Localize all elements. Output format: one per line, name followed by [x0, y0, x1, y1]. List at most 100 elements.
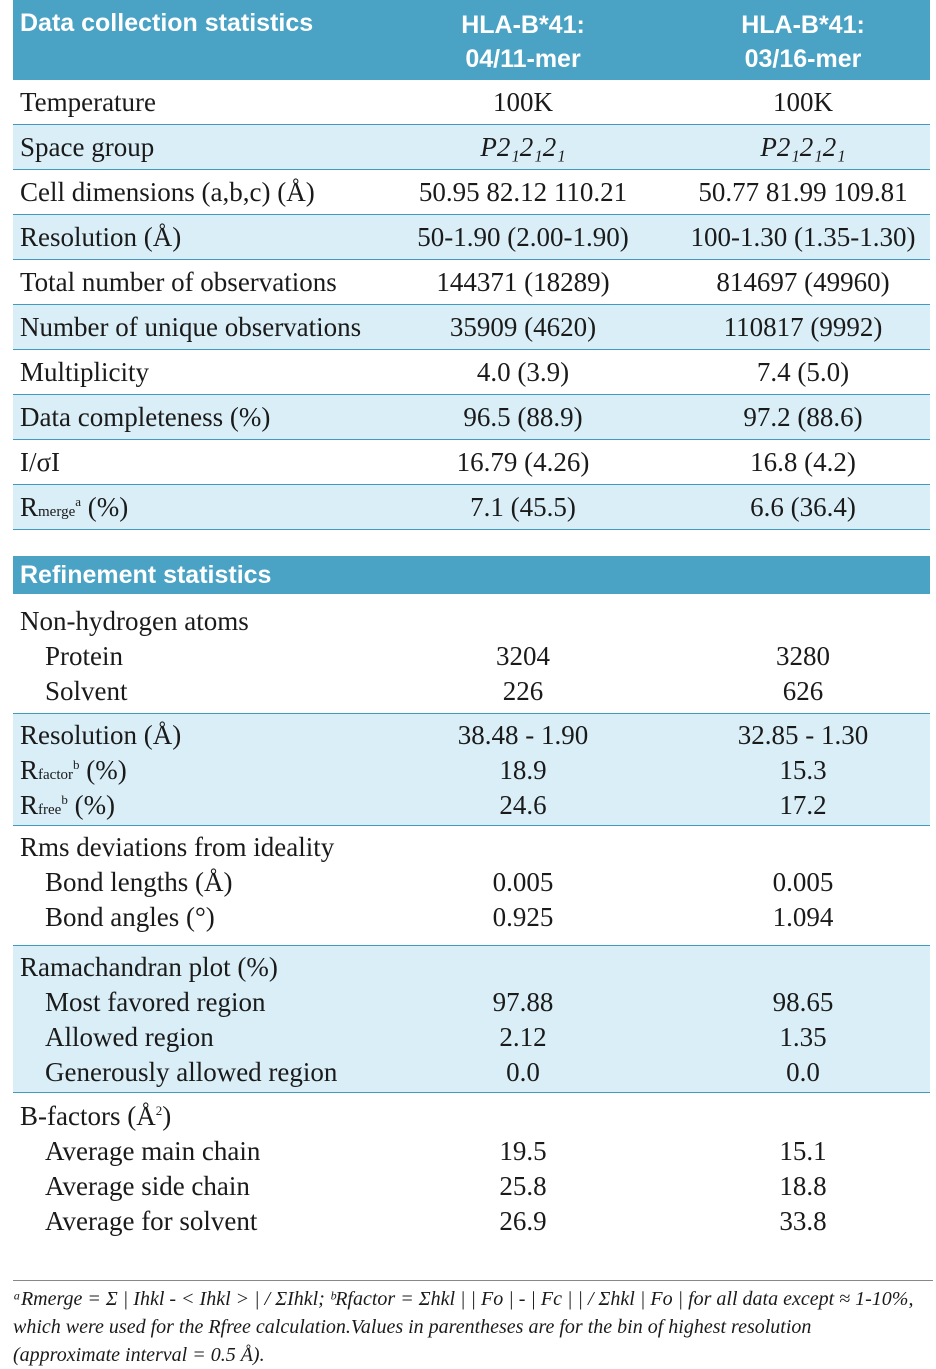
- row-value-2: 110817 (9992): [723, 312, 883, 342]
- row-value-2: 3280: [776, 641, 830, 671]
- row-value-2: 814697 (49960): [716, 267, 890, 297]
- row-value-1: 144371 (18289): [436, 267, 610, 297]
- row-value-2: 100K: [773, 87, 833, 117]
- row-label: Generously allowed region: [45, 1057, 338, 1087]
- row-value-2: 33.8: [779, 1206, 827, 1236]
- row-label: Total number of observations: [20, 267, 337, 297]
- row-value-1: 4.0 (3.9): [476, 357, 570, 387]
- table-row: Number of unique observations 35909 (4620…: [13, 305, 930, 350]
- row-value-2: P2₁2₁2₁: [760, 132, 846, 162]
- rfree-row: Rfreeb (%) 24.6 17.2: [20, 790, 827, 820]
- row-label: Bond angles (°): [45, 902, 215, 932]
- footnote: ᵃRmerge = Σ | Ihkl - < Ihkl > | / ΣIhkl;…: [13, 1280, 933, 1369]
- table-row: Solvent 226 626: [13, 674, 930, 709]
- row-value-1: P2₁2₁2₁: [480, 132, 566, 162]
- row-label: Allowed region: [45, 1022, 214, 1052]
- row-label: Rmergea (%): [20, 492, 129, 522]
- table-row: Multiplicity 4.0 (3.9) 7.4 (5.0): [13, 350, 930, 395]
- data-collection-header: Data collection statistics HLA-B*41: 04/1…: [13, 0, 930, 80]
- row-label: Multiplicity: [20, 357, 150, 387]
- row-value-1: 96.5 (88.9): [463, 402, 583, 432]
- column-header-1: HLA-B*41: 04/11-mer: [461, 11, 585, 73]
- row-value-1: 100K: [493, 87, 553, 117]
- row-value-2: 100-1.30 (1.35-1.30): [690, 222, 916, 252]
- row-value-2: 97.2 (88.6): [743, 402, 863, 432]
- row-value-2: 50.77 81.99 109.81: [698, 177, 908, 207]
- stats-table: Data collection statistics HLA-B*41: 04/1…: [13, 0, 930, 1245]
- table-row: Average main chain 19.5 15.1: [13, 1134, 930, 1169]
- row-label: Cell dimensions (a,b,c) (Å): [20, 177, 315, 207]
- table-row: Total number of observations 144371 (1828…: [13, 260, 930, 305]
- table-row: Most favored region 97.88 98.65: [13, 985, 930, 1020]
- row-value-1: 0.925: [492, 902, 554, 932]
- row-value-1: 16.79 (4.26): [456, 447, 590, 477]
- row-value-2: 1.094: [772, 902, 834, 932]
- row-value-1: 19.5: [499, 1136, 547, 1166]
- row-label: Resolution (Å): [20, 222, 182, 252]
- row-label: Space group: [20, 132, 155, 162]
- group-title: Non-hydrogen atoms: [20, 606, 249, 636]
- row-label: I/σI: [20, 447, 61, 477]
- refinement-header: Refinement statistics: [13, 556, 930, 594]
- table-row: Space group P2₁2₁2₁ P2₁2₁2₁: [13, 125, 930, 170]
- column-header-2: HLA-B*41: 03/16-mer: [741, 11, 865, 73]
- table-row: Protein 3204 3280: [13, 639, 930, 674]
- table-row: Temperature 100K 100K: [13, 80, 930, 125]
- row-value-2: 0.005: [772, 867, 834, 897]
- row-label: Protein: [45, 641, 123, 671]
- row-value-1: 2.12: [499, 1022, 547, 1052]
- data-collection-rows: Temperature 100K 100K Space group P2₁2₁2₁ P2₁…: [13, 80, 930, 485]
- row-label: Data completeness (%): [20, 402, 271, 432]
- row-value-1: 3204: [496, 641, 550, 671]
- row-value-2: 7.4 (5.0): [756, 357, 850, 387]
- row-value-2: 98.65: [772, 987, 834, 1017]
- group-title: Rms deviations from ideality: [20, 832, 335, 862]
- table-row: Bond lengths (Å) 0.005 0.005: [13, 865, 930, 900]
- row-label: Number of unique observations: [20, 312, 362, 342]
- row-value-1: 0.0: [506, 1057, 540, 1087]
- row-value-2: 18.8: [779, 1171, 827, 1201]
- table-row: Generously allowed region 0.0 0.0: [13, 1055, 930, 1090]
- row-value-1: 26.9: [499, 1206, 547, 1236]
- table-row: Cell dimensions (a,b,c) (Å) 50.95 82.12 1…: [13, 170, 930, 215]
- footnote-line-2: which were used for the Rfree calculatio…: [13, 1316, 812, 1338]
- rms-group: Rms deviations from ideality Bond length…: [13, 826, 930, 946]
- table-row: Allowed region 2.12 1.35: [13, 1020, 930, 1055]
- group-title: Ramachandran plot (%): [20, 952, 278, 982]
- non-hydrogen-group: Non-hydrogen atoms Protein 3204 3280 Solven…: [13, 594, 930, 714]
- row-value-1: 97.88: [492, 987, 554, 1017]
- row-label: Most favored region: [45, 987, 266, 1017]
- row-value-1: 7.1 (45.5): [470, 492, 576, 522]
- row-label: Average main chain: [45, 1136, 261, 1166]
- row-label: Average side chain: [45, 1171, 250, 1201]
- table-row: Average side chain 25.8 18.8: [13, 1169, 930, 1204]
- bfactor-group: B-factors (Å2) Average main chain 19.5 15.…: [13, 1093, 930, 1245]
- row-value-2: 16.8 (4.2): [750, 447, 856, 477]
- data-collection-title: Data collection statistics: [20, 9, 314, 37]
- row-value-2: 15.1: [779, 1136, 827, 1166]
- ramachandran-group: Ramachandran plot (%) Most favored regio…: [13, 946, 930, 1093]
- footnote-line-3: (approximate interval = 0.5 Å).: [13, 1344, 265, 1366]
- row-label: Bond lengths (Å): [45, 867, 233, 897]
- row-label: Temperature: [20, 87, 157, 117]
- row-value-1: 226: [502, 676, 544, 706]
- row-value-1: 25.8: [499, 1171, 547, 1201]
- footnote-line-1: ᵃRmerge = Σ | Ihkl - < Ihkl > | / ΣIhkl;…: [13, 1288, 914, 1310]
- row-value-1: 35909 (4620): [449, 312, 597, 342]
- row-label: Average for solvent: [45, 1206, 258, 1236]
- resolution-group: Resolution (Å) 38.48 - 1.90 32.85 - 1.30…: [13, 714, 930, 826]
- row-value-2: 1.35: [779, 1022, 827, 1052]
- refine-resolution-row: Resolution (Å) 38.48 - 1.90 32.85 - 1.30: [20, 720, 869, 750]
- row-value-1: 50.95 82.12 110.21: [418, 177, 628, 207]
- row-value-2: 0.0: [786, 1057, 820, 1087]
- table-row: Average for solvent 26.9 33.8: [13, 1204, 930, 1239]
- table-row: Data completeness (%) 96.5 (88.9) 97.2 (88…: [13, 395, 930, 440]
- row-value-2: 626: [782, 676, 824, 706]
- rfactor-row: Rfactorb (%) 18.9 15.3: [20, 755, 827, 785]
- row-value-1: 50-1.90 (2.00-1.90): [417, 222, 629, 252]
- table-row: Resolution (Å) 50-1.90 (2.00-1.90) 100-1.3…: [13, 215, 930, 260]
- rmerge-row: Rmergea (%) 7.1 (45.5) 6.6 (36.4): [13, 485, 930, 530]
- table-row: I/σI 16.79 (4.26) 16.8 (4.2): [13, 440, 930, 485]
- refinement-title: Refinement statistics: [20, 561, 272, 589]
- row-value-1: 0.005: [492, 867, 554, 897]
